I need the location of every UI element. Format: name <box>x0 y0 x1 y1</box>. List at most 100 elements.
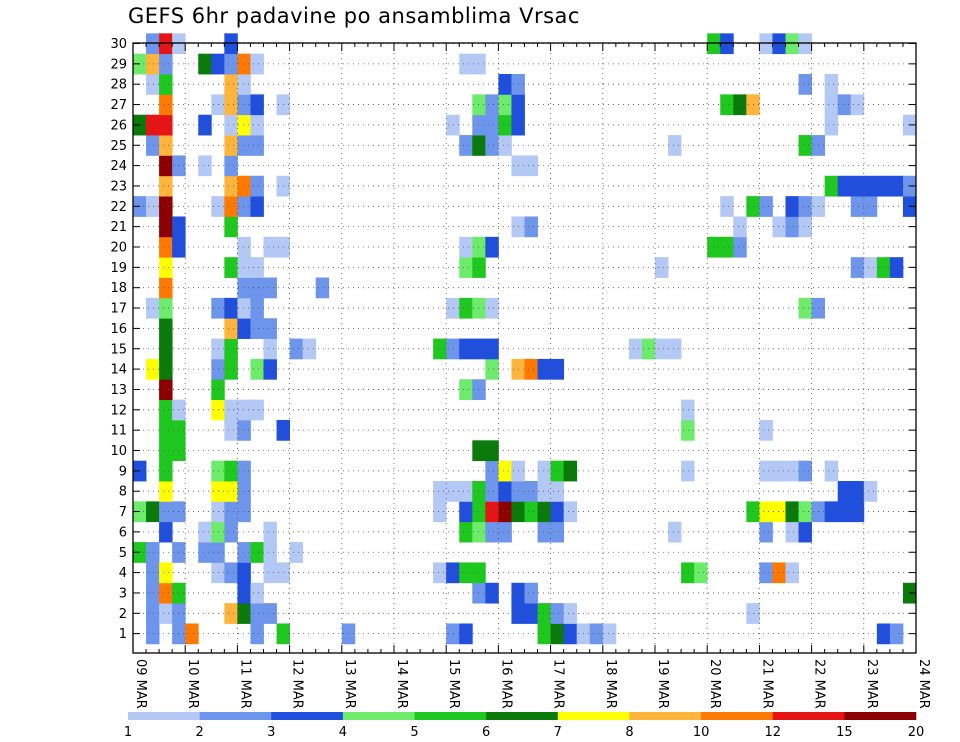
y-tick-label: 21 <box>110 220 127 235</box>
x-tick-label: 11 MAR <box>237 659 252 709</box>
heatmap-cell <box>733 236 747 258</box>
heatmap-cell <box>159 53 173 75</box>
heatmap-cell <box>459 501 473 523</box>
colorbar-label: 4 <box>339 725 347 740</box>
heatmap-cell <box>302 338 317 360</box>
heatmap-cell <box>146 196 160 217</box>
heatmap-cell <box>224 216 238 238</box>
y-tick-label: 29 <box>110 57 127 72</box>
heatmap-cell <box>681 460 695 482</box>
heatmap-cell <box>250 135 264 156</box>
y-tick-label: 20 <box>110 241 127 256</box>
heatmap-cell <box>224 135 238 156</box>
colorbar-label: 6 <box>482 725 490 740</box>
heatmap-cell <box>550 603 565 624</box>
heatmap-cell <box>159 74 173 95</box>
colorbar-label: 7 <box>554 725 562 740</box>
heatmap-cell <box>237 257 251 278</box>
x-tick-label: 18 MAR <box>603 659 618 709</box>
heatmap-cell <box>250 399 264 421</box>
x-tick-label: 13 MAR <box>342 659 357 709</box>
heatmap-cell <box>237 94 251 116</box>
y-tick-label: 11 <box>110 424 127 439</box>
heatmap-cell <box>459 53 473 75</box>
heatmap-cell <box>250 603 264 624</box>
heatmap-cell <box>524 358 538 380</box>
heatmap-cell <box>146 603 160 624</box>
heatmap-cell <box>681 399 695 421</box>
heatmap-cell <box>798 135 812 156</box>
heatmap-cell <box>798 216 812 238</box>
heatmap-cell <box>446 297 460 319</box>
heatmap-cell <box>589 623 604 645</box>
heatmap-cell <box>224 318 238 339</box>
heatmap-cell <box>237 318 251 339</box>
y-tick-label: 25 <box>110 139 127 154</box>
heatmap-cell <box>159 216 173 238</box>
heatmap-cell <box>759 196 773 217</box>
heatmap-cell <box>459 521 473 543</box>
heatmap-cell <box>498 521 512 543</box>
y-tick-label: 28 <box>110 78 127 93</box>
heatmap-cell <box>224 399 238 421</box>
colorbar-segment <box>557 712 630 720</box>
heatmap-cell <box>889 175 904 197</box>
y-tick-label: 23 <box>110 179 127 194</box>
heatmap-cell <box>681 419 695 441</box>
heatmap-cell <box>146 623 160 645</box>
heatmap-cell <box>224 33 238 55</box>
heatmap-cell <box>472 562 486 584</box>
colorbar-label: 5 <box>410 725 418 740</box>
heatmap-cell <box>459 562 473 584</box>
colorbar-label: 1 <box>124 725 132 740</box>
colorbar-segment <box>701 712 774 720</box>
heatmap-cell <box>159 297 173 319</box>
heatmap-cell <box>798 501 812 523</box>
heatmap-cell <box>850 481 865 502</box>
colorbar-label: 20 <box>908 725 925 740</box>
heatmap-cell <box>798 460 812 482</box>
heatmap-cell <box>720 196 734 217</box>
x-tick-label: 22 MAR <box>812 659 827 709</box>
heatmap-cell <box>224 175 238 197</box>
heatmap-cell <box>146 33 160 55</box>
heatmap-cell <box>785 216 799 238</box>
colorbar-label: 15 <box>836 725 853 740</box>
heatmap-cell <box>159 155 173 177</box>
heatmap-cell <box>159 481 173 502</box>
heatmap-cell <box>237 135 251 156</box>
heatmap-cell <box>472 94 486 116</box>
heatmap-cell <box>772 460 786 482</box>
heatmap-cell <box>250 114 264 136</box>
heatmap-cell <box>224 562 238 584</box>
heatmap-cell <box>237 460 251 482</box>
heatmap-cell <box>237 562 251 584</box>
heatmap-cell <box>159 501 173 523</box>
heatmap-cell <box>250 277 264 299</box>
heatmap-cell <box>772 562 786 584</box>
y-tick-label: 18 <box>110 281 127 296</box>
heatmap-cell <box>472 582 486 604</box>
heatmap-cell <box>224 460 238 482</box>
colorbar-segment <box>772 712 845 720</box>
heatmap-cell <box>668 135 682 156</box>
heatmap-cell <box>159 440 173 462</box>
heatmap-cell <box>498 501 512 523</box>
heatmap-cell <box>159 460 173 482</box>
heatmap-cell <box>472 338 486 360</box>
x-tick-label: 21 MAR <box>759 659 774 709</box>
heatmap-cell <box>863 196 878 217</box>
heatmap-cell <box>237 603 251 624</box>
heatmap-cell <box>159 603 173 624</box>
y-tick-label: 27 <box>110 98 127 113</box>
heatmap-cell <box>263 603 277 624</box>
heatmap-cell <box>485 521 499 543</box>
colorbar: 1 2 3 4 5 6 7 8 10 12 15 20 <box>124 712 924 740</box>
heatmap-cell <box>459 481 473 502</box>
heatmap-cell <box>485 460 499 482</box>
heatmap-cell <box>550 623 565 645</box>
colorbar-segment <box>844 712 917 720</box>
heatmap-cell <box>224 481 238 502</box>
heatmap-cell <box>537 460 551 482</box>
heatmap-cell <box>824 175 839 197</box>
